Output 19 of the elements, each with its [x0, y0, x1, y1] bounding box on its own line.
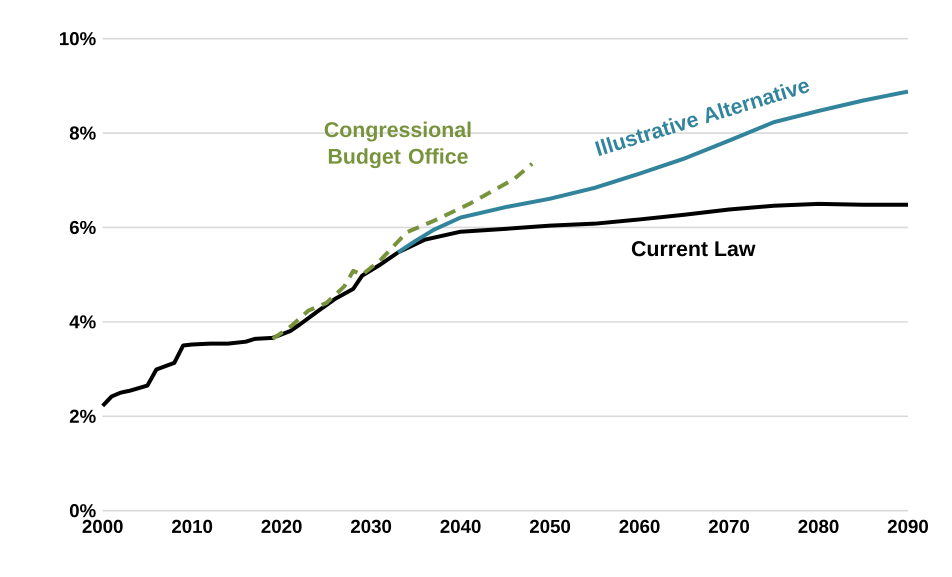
x-tick-label: 2060 [619, 520, 660, 533]
y-tick-label: 6% [70, 220, 96, 234]
y-tick-label: 8% [70, 126, 96, 140]
x-tick-label: 2020 [262, 520, 302, 533]
series-label: Congressional Budget Office [324, 121, 471, 168]
y-tick-label: 0% [70, 504, 96, 518]
y-tick-label: 10% [60, 32, 96, 46]
x-tick-label: 2010 [172, 520, 212, 533]
x-tick-label: 2070 [708, 520, 750, 533]
x-tick-label: 2080 [798, 520, 839, 533]
y-tick-label: 4% [69, 315, 96, 328]
x-tick-label: 2090 [888, 520, 928, 533]
line-series [100, 202, 910, 408]
x-tick-label: 2050 [530, 520, 570, 533]
y-tick-label: 2% [70, 410, 96, 423]
x-tick-label: 2030 [351, 520, 392, 533]
x-tick-label: 2040 [440, 520, 481, 533]
x-tick-label: 2000 [82, 520, 123, 533]
series-label: Current Law [632, 241, 756, 256]
